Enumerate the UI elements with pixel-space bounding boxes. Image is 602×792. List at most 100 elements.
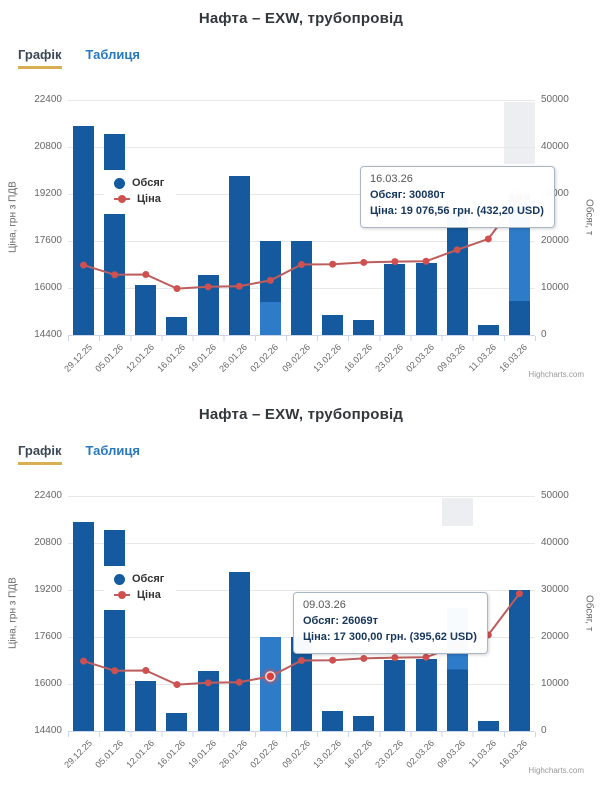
y-axis-label-right: 0 [541,725,547,736]
gridline [68,100,535,101]
highcharts-credits-link[interactable]: Highcharts.com [528,370,584,379]
price-point-29.12.25[interactable] [80,657,88,665]
price-point-09.03.26[interactable] [453,246,461,254]
line-marker-dot-icon [118,591,126,599]
bar-26.01.26[interactable] [228,572,250,731]
bar-16.01.26[interactable] [166,713,188,731]
column-series-icon [114,177,125,189]
price-point-26.01.26[interactable] [235,282,243,290]
bar-16.02.26[interactable] [353,319,375,335]
price-point-02.03.26[interactable] [422,257,430,265]
bar-19.01.26[interactable] [197,274,219,335]
tooltip-date: 16.03.26 [370,173,413,185]
gridline [68,147,535,148]
price-point-02.02.26[interactable] [265,671,276,682]
price-line-series [80,189,528,293]
y-axis-label-left: 22400 [34,94,62,105]
legend-item-volume[interactable]: Обсяг [114,175,164,191]
y-axis-label-right: 50000 [541,94,569,105]
tooltip-volume: Обсяг: 26069т [303,615,379,627]
tooltip: 09.03.26 Обсяг: 26069т Ціна: 17 300,00 грн… [293,592,488,654]
x-axis-ticks [68,336,536,341]
y-axis-label-right: 40000 [541,537,569,548]
bar-13.02.26[interactable] [322,710,344,731]
bar-02.02.26[interactable] [259,637,281,731]
y-axis-label-right: 50000 [541,490,569,501]
crosshair-band [441,498,473,526]
bar-12.01.26[interactable] [135,681,157,731]
price-point-16.01.26[interactable] [173,681,181,689]
bar-19.01.26[interactable] [197,670,219,731]
crosshair-band [503,102,535,164]
bar-26.01.26[interactable] [228,176,250,335]
bar-16.03.26[interactable] [508,589,530,731]
y-axis-label-left: 20800 [34,537,62,548]
bar-02.03.26[interactable] [415,263,437,335]
x-axis-ticks [68,732,536,737]
y-axis-label-left: 19200 [34,188,62,199]
price-point-09.02.26[interactable] [298,261,305,268]
price-point-09.02.26[interactable] [298,657,305,664]
bar-12.01.26[interactable] [135,285,157,335]
tab-table[interactable]: Таблиця [85,47,140,62]
legend-item-volume[interactable]: Обсяг [114,571,164,587]
bar-02.02.26[interactable] [259,241,281,335]
bar-23.02.26[interactable] [384,264,406,335]
legend-label: Обсяг [132,177,165,189]
chart-1: Нафта – EXW, трубопровід Графік Таблиця 224… [8,10,595,379]
price-point-19.01.26[interactable] [204,283,212,291]
price-point-12.01.26[interactable] [142,270,150,278]
price-point-19.01.26[interactable] [204,679,212,687]
bar-13.02.26[interactable] [322,314,344,335]
price-point-16.01.26[interactable] [173,285,181,293]
bar-02.03.26[interactable] [415,659,437,731]
bar-11.03.26[interactable] [477,325,499,335]
price-point-23.02.26[interactable] [391,258,399,266]
bar-11.03.26[interactable] [477,721,499,731]
bar-09.03.26[interactable] [446,212,468,335]
y-axis-label-right: 10000 [541,678,569,689]
price-point-05.01.26[interactable] [111,667,119,675]
y-axis-label-left: 20800 [34,141,62,152]
legend-item-price[interactable]: Ціна [114,191,164,207]
bar-29.12.25[interactable] [73,521,95,731]
bar-29.12.25[interactable] [73,125,95,335]
y-axis-label-left: 14400 [34,329,62,340]
bar-23.02.26[interactable] [384,660,406,731]
legend: Обсяг Ціна [104,170,177,214]
price-point-13.02.26[interactable] [329,260,337,268]
bar-16.01.26[interactable] [166,317,188,335]
tab-chart[interactable]: Графік [18,443,62,465]
price-point-23.02.26[interactable] [391,654,399,662]
price-point-13.02.26[interactable] [329,656,337,664]
legend-label: Ціна [137,193,161,205]
price-point-16.02.26[interactable] [360,258,368,266]
bar-16.03.26[interactable] [508,193,530,335]
tooltip-price: Ціна: 19 076,56 грн. (432,20 USD) [370,204,544,217]
legend-item-price[interactable]: Ціна [114,587,164,603]
gridline [68,496,535,497]
y-axis-label-left: 17600 [34,235,62,246]
y-axis-label-right: 20000 [541,235,569,246]
price-point-16.03.26[interactable] [515,590,523,598]
price-point-02.03.26[interactable] [422,653,430,661]
price-point-05.01.26[interactable] [111,271,119,279]
plot-area: 22400 50000 20800 40000 19200 30000 17600 20000… [8,491,595,770]
price-point-11.03.26[interactable] [484,235,492,243]
price-point-12.01.26[interactable] [142,666,150,674]
bar-16.02.26[interactable] [353,715,375,731]
price-point-29.12.25[interactable] [80,261,88,269]
y-axis-label-right: 40000 [541,141,569,152]
price-point-16.02.26[interactable] [360,654,368,662]
tabs: Графік Таблиця [18,47,140,69]
plot-area: 22400 50000 20800 40000 19200 30000 17600 20000… [8,95,595,374]
y-axis-title-volume: Обсяг, т [583,199,595,236]
highcharts-credits-link[interactable]: Highcharts.com [528,766,584,775]
column-series-icon [114,573,125,585]
tooltip: 16.03.26 Обсяг: 30080т Ціна: 19 076,56 грн… [360,166,555,228]
price-point-02.02.26[interactable] [266,276,274,284]
price-point-26.01.26[interactable] [235,678,243,686]
tab-table[interactable]: Таблиця [85,443,140,458]
tab-chart[interactable]: Графік [18,47,62,69]
y-axis-label-right: 30000 [541,188,569,199]
